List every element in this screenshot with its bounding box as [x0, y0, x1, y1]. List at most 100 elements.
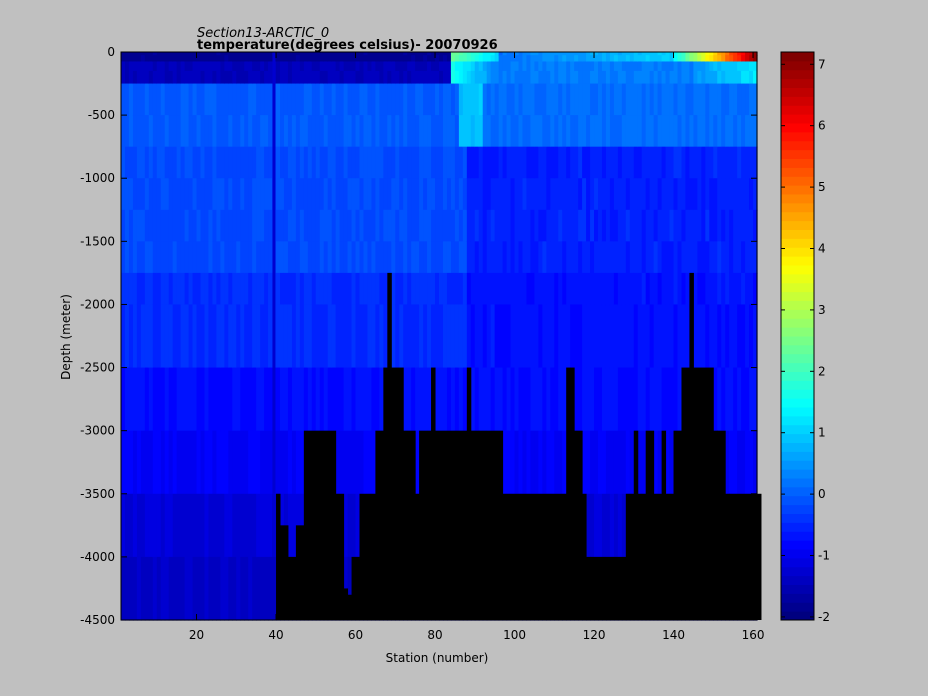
heatmap-cell [677, 52, 683, 56]
heatmap-cell [733, 146, 738, 179]
heatmap-cell [518, 367, 524, 432]
heatmap-cell [482, 83, 488, 116]
heatmap-cell [538, 146, 543, 179]
heatmap-cell [121, 115, 126, 148]
heatmap-cell [482, 367, 488, 432]
heatmap-cell [582, 83, 587, 116]
heatmap-cell [431, 241, 436, 274]
heatmap-cell [335, 83, 341, 116]
heatmap-cell [586, 83, 591, 116]
heatmap-cell [439, 52, 444, 56]
heatmap-cell [530, 115, 535, 148]
heatmap-cell [351, 55, 357, 63]
colorbar-swatch [781, 344, 814, 355]
heatmap-cell [403, 209, 408, 242]
heatmap-cell [689, 61, 694, 72]
heatmap-cell [582, 209, 587, 242]
heatmap-cell [562, 55, 567, 63]
heatmap-cell [733, 61, 738, 72]
seafloor-mask [470, 430, 480, 620]
heatmap-cell [518, 304, 524, 369]
heatmap-cell [439, 304, 444, 369]
heatmap-cell [526, 70, 532, 85]
heatmap-cell [144, 146, 150, 179]
heatmap-cell [140, 304, 146, 369]
heatmap-cell [709, 146, 714, 179]
heatmap-cell [152, 61, 158, 72]
heatmap-cell [252, 83, 257, 116]
heatmap-cell [729, 209, 734, 242]
heatmap-cell [291, 52, 297, 56]
heatmap-cell [291, 241, 297, 274]
heatmap-cell [689, 52, 694, 56]
heatmap-cell [502, 178, 508, 211]
heatmap-cell [184, 52, 190, 56]
heatmap-cell [323, 146, 329, 179]
heatmap-cell [216, 272, 221, 306]
heatmap-cell [256, 52, 261, 56]
heatmap-cell [423, 52, 428, 56]
heatmap-cell [609, 146, 615, 179]
heatmap-cell [204, 493, 210, 558]
colorbar-swatch [781, 353, 814, 364]
heatmap-cell [423, 115, 428, 148]
heatmap-cell [144, 209, 150, 242]
heatmap-cell [411, 61, 416, 72]
heatmap-cell [299, 115, 305, 148]
heatmap-cell [729, 367, 734, 432]
heatmap-cell [347, 430, 353, 495]
heatmap-cell [140, 493, 146, 558]
heatmap-cell [510, 430, 516, 495]
heatmap-cell [601, 304, 607, 369]
heatmap-cell [351, 178, 357, 211]
heatmap-cell [625, 83, 631, 116]
heatmap-cell [176, 52, 182, 56]
heatmap-cell [220, 55, 225, 63]
heatmap-cell [454, 146, 460, 179]
heatmap-cell [613, 52, 619, 56]
heatmap-cell [701, 146, 706, 179]
heatmap-cell [415, 61, 420, 72]
heatmap-cell [574, 272, 579, 306]
heatmap-cell [220, 209, 225, 242]
heatmap-cell [594, 70, 599, 85]
heatmap-cell [753, 209, 758, 242]
heatmap-cell [136, 115, 142, 148]
heatmap-cell [745, 61, 750, 72]
heatmap-cell [244, 55, 249, 63]
heatmap-cell [132, 430, 138, 495]
heatmap-cell [458, 209, 464, 242]
heatmap-cell [677, 178, 683, 211]
heatmap-cell [506, 83, 512, 116]
y-axis-label: Depth (meter) [59, 294, 73, 380]
heatmap-cell [323, 304, 329, 369]
heatmap-cell [562, 83, 567, 116]
heatmap-cell [411, 55, 416, 63]
heatmap-cell [264, 209, 269, 242]
heatmap-cell [478, 209, 484, 242]
heatmap-cell [462, 61, 468, 72]
heatmap-cell [462, 55, 468, 63]
heatmap-cell [407, 55, 412, 63]
heatmap-cell [705, 70, 710, 85]
heatmap-cell [538, 430, 543, 495]
heatmap-cell [554, 52, 559, 56]
heatmap-cell [554, 430, 559, 495]
heatmap-cell [212, 70, 217, 85]
heatmap-cell [609, 55, 615, 63]
heatmap-cell [200, 178, 206, 211]
heatmap-cell [411, 115, 416, 148]
heatmap-cell [403, 61, 408, 72]
heatmap-cell [558, 272, 563, 306]
heatmap-cell [498, 52, 504, 56]
heatmap-cell [212, 304, 217, 369]
heatmap-cell [570, 304, 575, 369]
heatmap-cell [180, 241, 186, 274]
heatmap-cell [144, 272, 150, 306]
heatmap-cell [299, 146, 305, 179]
heatmap-cell [204, 83, 210, 116]
heatmap-cell [454, 115, 460, 148]
seafloor-mask [713, 430, 718, 620]
heatmap-cell [192, 178, 198, 211]
heatmap-cell [260, 493, 265, 558]
